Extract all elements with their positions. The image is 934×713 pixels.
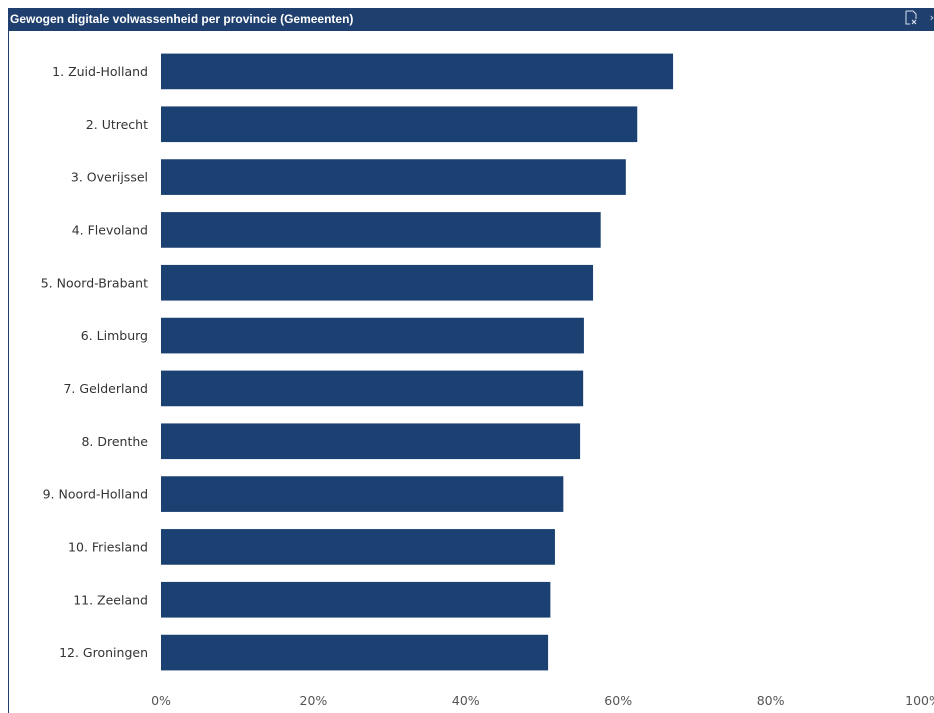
x-tick-label: 0% (151, 693, 171, 708)
category-label: 8. Drenthe (81, 434, 148, 449)
bar-1[interactable] (161, 53, 674, 90)
category-label: 12. Groningen (59, 645, 148, 660)
panel-header: Gewogen digitale volwassenheid per provi… (8, 8, 934, 31)
bar-3[interactable] (161, 159, 626, 195)
bar-4[interactable] (161, 212, 601, 248)
category-label: 11. Zeeland (73, 592, 148, 607)
category-label: 9. Noord-Holland (43, 487, 148, 502)
x-tick-label: 20% (300, 693, 328, 708)
more-icon[interactable]: › (929, 11, 934, 24)
x-tick-label: 80% (757, 693, 785, 708)
chart-title: Gewogen digitale volwassenheid per provi… (10, 12, 354, 26)
category-label: 4. Flevoland (72, 222, 148, 237)
category-label: 1. Zuid-Holland (52, 64, 148, 79)
bar-5[interactable] (161, 264, 594, 301)
bar-6[interactable] (161, 317, 584, 354)
bar-9[interactable] (161, 476, 564, 512)
clear-filter-icon[interactable] (904, 10, 922, 28)
category-label: 3. Overijssel (71, 170, 148, 185)
bar-12[interactable] (161, 634, 549, 671)
x-tick-label: 60% (604, 693, 632, 708)
bar-10[interactable] (161, 529, 555, 565)
bar-7[interactable] (161, 370, 584, 407)
category-label: 7. Gelderland (63, 381, 148, 396)
category-label: 5. Noord-Brabant (41, 275, 148, 290)
x-tick-label: 100% (905, 693, 934, 708)
x-tick-label: 40% (452, 693, 480, 708)
category-label: 2. Utrecht (86, 117, 148, 132)
bar-11[interactable] (161, 581, 551, 618)
bar-8[interactable] (161, 423, 581, 460)
bar-2[interactable] (161, 106, 638, 143)
category-label: 10. Friesland (68, 539, 148, 554)
category-label: 6. Limburg (81, 328, 148, 343)
